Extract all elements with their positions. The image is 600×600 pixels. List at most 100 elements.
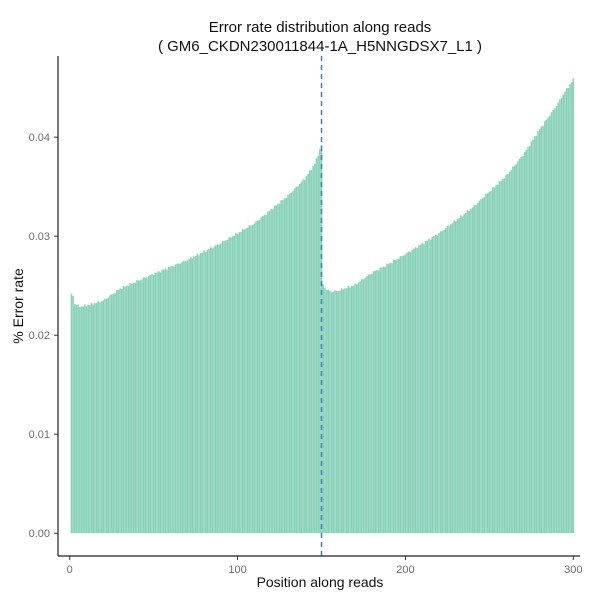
bar [569,84,571,534]
bar [549,115,551,534]
bar [233,236,236,534]
bar [554,108,556,534]
bar [293,188,296,534]
x-tick-label: 300 [564,564,582,576]
bar [292,191,294,534]
bar [223,241,225,534]
bar [330,292,333,534]
bar [164,268,167,534]
bar [251,224,254,534]
bar [179,263,182,534]
bar [77,304,79,534]
bar [297,186,299,534]
bar [416,248,418,534]
bar [147,275,150,534]
bar [99,302,101,534]
bar [100,301,103,534]
bar [129,282,131,534]
bar [102,300,105,534]
bar [199,253,202,534]
bar [176,263,178,534]
bar [517,161,519,534]
bar [89,304,91,534]
bar [458,218,460,534]
x-ticks-group: 0 100 200 300 [67,556,582,576]
bar [334,290,336,534]
bar [226,239,229,534]
bar [332,291,335,534]
bar [525,149,528,534]
bar [248,225,251,534]
bar [449,224,452,534]
bars-group [70,78,575,534]
bar [345,288,348,534]
x-tick-label: 0 [67,564,73,576]
bar [126,285,128,534]
bar [512,166,514,534]
bar [340,288,343,534]
bar [260,217,262,534]
bar [280,200,282,534]
bar [355,284,358,534]
bar [515,163,517,534]
bar [142,277,145,534]
bar [216,244,219,534]
bar [265,214,267,534]
bar [246,227,249,534]
bar [209,247,212,534]
bar [319,149,321,534]
bar [369,274,371,534]
bar [193,256,195,534]
bar [263,214,266,534]
bar [347,285,350,534]
bar [94,303,96,534]
bar [491,187,494,534]
bar [277,203,279,534]
bar [282,199,284,534]
bar [243,229,246,534]
bar [379,267,382,534]
bar [255,221,257,534]
bar [75,304,78,534]
bar [342,289,345,534]
bar [250,225,252,534]
bar [376,270,378,534]
bar [215,245,217,534]
bar [262,216,264,534]
bar [465,212,467,534]
bar [275,205,277,534]
bar [527,146,529,534]
bar [290,192,293,534]
bar [414,247,417,534]
bar [538,129,541,534]
bar [366,276,368,534]
bar [121,289,123,534]
bar [372,271,375,534]
bar [168,266,170,534]
bar [518,158,521,534]
bar [315,158,318,534]
bar [535,135,538,534]
chart-subtitle: ( GM6_CKDN230011844-1A_H5NNGDSX7_L1 ) [158,38,482,55]
bar [115,290,118,534]
bar [196,253,199,534]
bar [391,262,393,534]
bar [117,289,120,534]
bar [218,244,220,534]
bar [329,290,331,534]
bar [429,239,432,534]
bar [169,266,172,534]
bar [406,252,408,534]
bar [542,125,544,534]
bar [565,88,568,534]
bar [397,258,400,534]
bar [122,285,125,534]
bar [344,288,346,534]
bar [245,228,247,534]
bar [184,261,187,534]
bar [228,237,230,534]
bar [493,187,496,534]
bar [189,257,192,534]
bar [317,155,319,534]
